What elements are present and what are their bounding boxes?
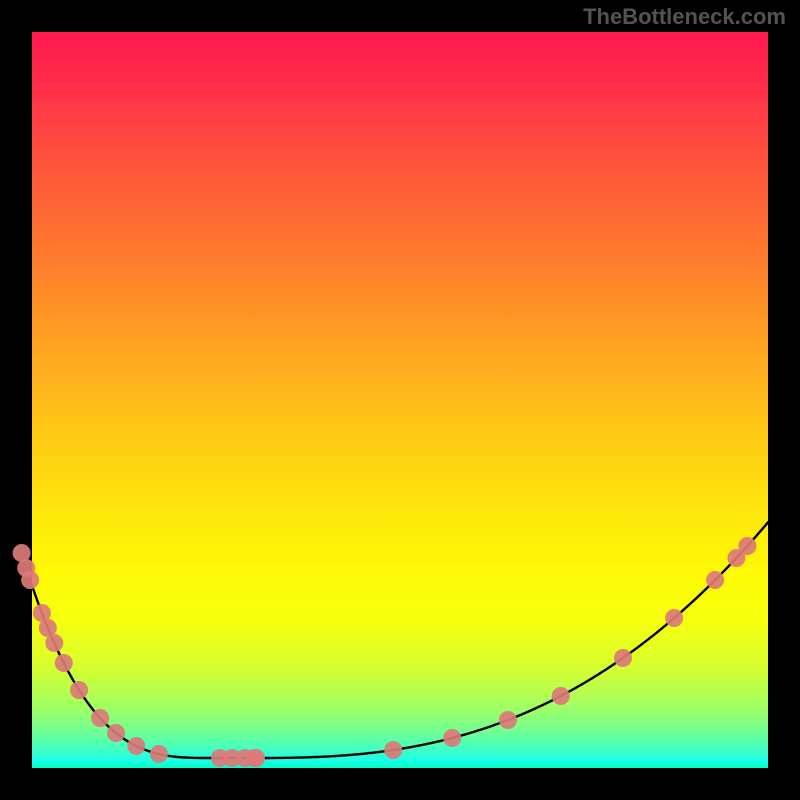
watermark-text: TheBottleneck.com [583, 4, 786, 30]
marker-dot [13, 544, 31, 562]
gradient-background [32, 32, 768, 768]
chart-stage: TheBottleneck.com [0, 0, 800, 800]
